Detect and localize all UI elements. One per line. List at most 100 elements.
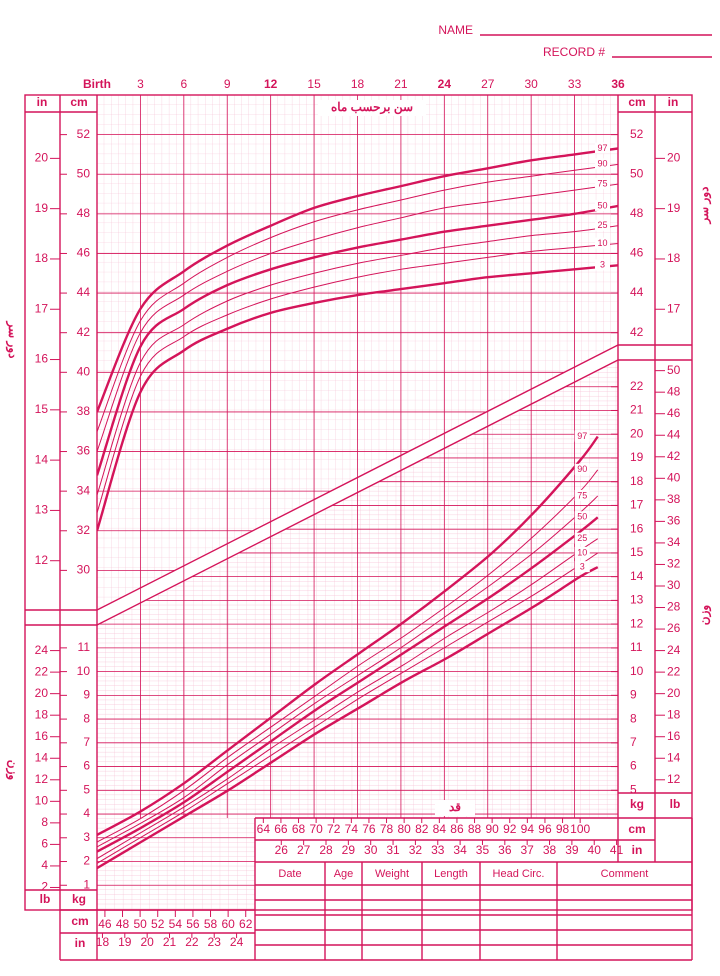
x2-tick-label: 31	[386, 843, 400, 857]
y2-tick-label: 15	[35, 402, 49, 416]
y-tick-label: 7	[83, 735, 90, 749]
unit-label: in	[632, 843, 643, 857]
x2-tick-label: 21	[163, 935, 177, 949]
y2-tick-label: 44	[667, 427, 681, 441]
x-tick-label: 15	[307, 77, 321, 91]
y2-tick-label: 42	[667, 449, 681, 463]
x-tick-label: 36	[611, 77, 625, 91]
x-tick-label: 6	[180, 77, 187, 91]
y-tick-label: 11	[630, 640, 643, 654]
x-tick-label: 94	[521, 822, 535, 836]
y-tick-label: 42	[630, 325, 644, 339]
y-tick-label: 5	[630, 782, 637, 796]
y-tick-label: 46	[77, 246, 91, 260]
x-tick-label: 68	[292, 822, 306, 836]
y2-tick-label: 14	[667, 750, 681, 764]
label-background	[574, 532, 590, 544]
y2-tick-label: 24	[35, 643, 49, 657]
x2-tick-label: 40	[588, 843, 602, 857]
y-tick-label: 9	[83, 688, 90, 702]
x2-tick-label: 38	[543, 843, 557, 857]
x2-tick-label: 18	[96, 935, 110, 949]
y2-tick-label: 14	[35, 750, 49, 764]
curve-label: 75	[577, 490, 587, 500]
curve-label: 25	[597, 220, 607, 230]
y-tick-label: 5	[83, 782, 90, 796]
x-tick-label: 9	[224, 77, 231, 91]
x-tick-label: 54	[169, 917, 183, 931]
y2-tick-label: 19	[35, 201, 49, 215]
x-tick-label: 56	[186, 917, 200, 931]
y2-tick-label: 16	[35, 352, 49, 366]
x-axis-title: قد	[449, 800, 461, 814]
y-tick-label: 48	[630, 206, 644, 220]
y-tick-label: 10	[630, 664, 644, 678]
y2-tick-label: 20	[35, 151, 49, 165]
table-header: Head Circ.	[493, 868, 545, 880]
x-tick-label: 18	[351, 77, 365, 91]
x-tick-label: 30	[524, 77, 538, 91]
label-background	[574, 489, 590, 501]
x-tick-label: 86	[450, 822, 464, 836]
x-tick-label: 90	[485, 822, 499, 836]
x-tick-label: 76	[362, 822, 376, 836]
y2-tick-label: 34	[667, 535, 681, 549]
y2-tick-label: 48	[667, 384, 681, 398]
y-tick-label: 8	[83, 711, 90, 725]
label-background	[595, 237, 610, 249]
y-axis-title: وزن	[5, 760, 20, 781]
y2-tick-label: 6	[41, 837, 48, 851]
label-background	[574, 561, 590, 573]
y2-tick-label: 36	[667, 514, 681, 528]
y-tick-label: 3	[83, 830, 90, 844]
y-tick-label: 2	[83, 854, 90, 868]
x-tick-label: 24	[438, 77, 452, 91]
x2-tick-label: 35	[476, 843, 490, 857]
unit-label: cm	[70, 95, 87, 109]
label-background	[574, 430, 590, 442]
x2-tick-label: 20	[140, 935, 154, 949]
x2-tick-label: 22	[185, 935, 199, 949]
y-tick-label: 7	[630, 735, 637, 749]
unit-label: in	[75, 936, 86, 950]
unit-label: in	[668, 95, 679, 109]
y-tick-label: 1	[83, 877, 90, 891]
y-tick-label: 48	[77, 206, 91, 220]
x-tick-label: 70	[309, 822, 323, 836]
record-label: RECORD #	[543, 45, 605, 59]
y2-tick-label: 46	[667, 406, 681, 420]
y-tick-label: 17	[630, 498, 644, 512]
x-tick-label: 21	[394, 77, 408, 91]
y2-tick-label: 13	[35, 503, 49, 517]
table-header: Length	[434, 868, 468, 880]
x-tick-label: 66	[274, 822, 288, 836]
y-tick-label: 44	[630, 285, 644, 299]
x-tick-label: 58	[204, 917, 218, 931]
y-tick-label: 52	[77, 127, 91, 141]
y2-tick-label: 20	[667, 151, 681, 165]
x-tick-label: 60	[221, 917, 235, 931]
curve-label: 10	[577, 547, 587, 557]
y-tick-label: 11	[78, 640, 91, 654]
y2-tick-label: 17	[667, 301, 681, 315]
x-tick-label: 100	[570, 822, 590, 836]
y2-tick-label: 12	[667, 772, 681, 786]
unit-label: cm	[628, 95, 645, 109]
curve-label: 25	[577, 533, 587, 543]
y2-tick-label: 2	[41, 880, 48, 894]
table-header: Weight	[375, 868, 409, 880]
y2-tick-label: 26	[667, 621, 681, 635]
table-header: Age	[334, 868, 354, 880]
x-tick-label: 78	[380, 822, 394, 836]
table-header: Comment	[601, 868, 649, 880]
curve-label: 3	[600, 260, 605, 270]
y-tick-label: 15	[630, 545, 644, 559]
y-axis-title: دور سر	[697, 187, 712, 225]
x2-tick-label: 41	[610, 843, 624, 857]
y-tick-label: 4	[83, 806, 90, 820]
y-tick-label: 20	[630, 426, 644, 440]
unit-label: lb	[40, 892, 51, 906]
y-tick-label: 21	[630, 403, 644, 417]
x2-tick-label: 23	[208, 935, 222, 949]
